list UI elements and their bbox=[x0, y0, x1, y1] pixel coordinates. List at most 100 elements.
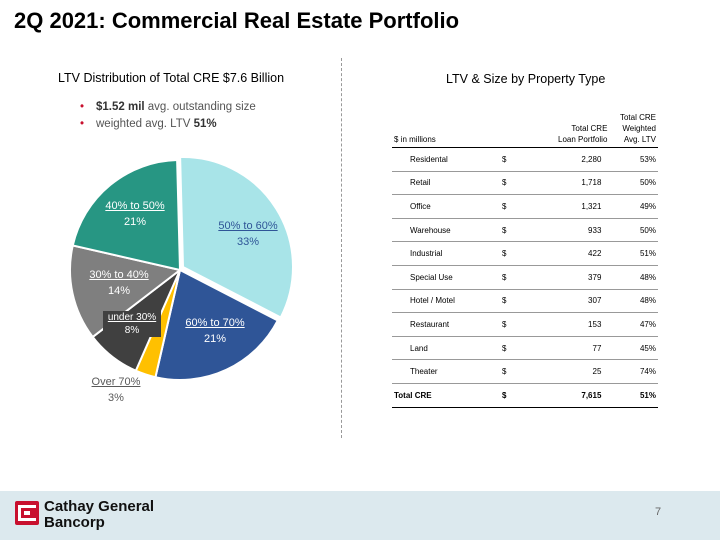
pie-label-range: Over 70% bbox=[91, 376, 141, 388]
pie-slice bbox=[71, 159, 182, 272]
pie-label-percent: 33% bbox=[236, 236, 260, 248]
row-ltv: 51% bbox=[609, 382, 658, 408]
weighted-ltv-value: 51% bbox=[193, 118, 217, 130]
row-amount: 153 bbox=[537, 312, 610, 337]
row-ltv: 47% bbox=[609, 312, 658, 337]
pie-label-under-30: under 30% 8% bbox=[103, 311, 161, 337]
section-divider bbox=[341, 58, 342, 438]
row-ltv: 48% bbox=[609, 265, 658, 290]
row-amount: 379 bbox=[537, 265, 610, 290]
pie-label-range: 30% to 40% bbox=[89, 269, 149, 281]
row-name: Total CRE bbox=[392, 382, 488, 408]
row-currency: $ bbox=[488, 171, 538, 196]
row-ltv: 48% bbox=[609, 289, 658, 314]
bullet-weighted-ltv: weighted avg. LTV 51% bbox=[80, 118, 256, 130]
logo-line: Bancorp bbox=[44, 514, 105, 531]
company-logo-text: Cathay General Bancorp bbox=[44, 499, 154, 531]
page-number: 7 bbox=[655, 506, 662, 518]
row-ltv: 53% bbox=[609, 147, 658, 172]
pie-label-60-70: 60% to 70% 21% bbox=[171, 315, 259, 347]
row-currency: $ bbox=[488, 336, 538, 361]
table-row: Retail $1,718 50% bbox=[392, 171, 658, 196]
table-row: Industrial $422 51% bbox=[392, 241, 658, 266]
row-name: Restaurant bbox=[392, 312, 488, 337]
row-name: Retail bbox=[392, 171, 488, 196]
row-currency: $ bbox=[488, 218, 538, 243]
row-name: Warehouse bbox=[392, 218, 488, 243]
header-text: Total CRE bbox=[571, 124, 608, 133]
header-loan-portfolio: Total CRE Loan Portfolio bbox=[488, 110, 610, 148]
table-row: Special Use $379 48% bbox=[392, 265, 658, 290]
pie-label-range: 50% to 60% bbox=[218, 220, 278, 232]
row-currency: $ bbox=[488, 147, 538, 172]
row-ltv: 45% bbox=[609, 336, 658, 361]
row-amount: 1,718 bbox=[537, 171, 610, 196]
pie-label-range: 60% to 70% bbox=[185, 317, 245, 329]
row-currency: $ bbox=[488, 382, 538, 408]
pie-label-percent: 21% bbox=[123, 216, 147, 228]
table-row: Theater $25 74% bbox=[392, 359, 658, 384]
row-name: Residental bbox=[392, 147, 488, 172]
row-ltv: 50% bbox=[609, 171, 658, 196]
row-amount: 1,321 bbox=[537, 194, 610, 219]
row-currency: $ bbox=[488, 312, 538, 337]
row-amount: 7,615 bbox=[537, 382, 610, 408]
row-ltv: 49% bbox=[609, 194, 658, 219]
pie-slice bbox=[69, 244, 183, 339]
header-text: Avg. LTV bbox=[623, 135, 656, 144]
property-type-heading: LTV & Size by Property Type bbox=[446, 72, 606, 86]
pie-slice bbox=[154, 268, 280, 381]
row-currency: $ bbox=[488, 265, 538, 290]
pie-label-percent: 8% bbox=[124, 325, 140, 336]
row-name: Industrial bbox=[392, 241, 488, 266]
pie-slice bbox=[179, 156, 294, 319]
pie-label-range: 40% to 50% bbox=[105, 200, 165, 212]
table-row: Hotel / Motel $307 48% bbox=[392, 289, 658, 314]
page-title: 2Q 2021: Commercial Real Estate Portfoli… bbox=[14, 8, 460, 33]
cathay-logo-icon bbox=[15, 501, 39, 525]
header-text: Weighted bbox=[622, 124, 656, 133]
row-amount: 77 bbox=[537, 336, 610, 361]
row-ltv: 74% bbox=[609, 359, 658, 384]
row-amount: 25 bbox=[537, 359, 610, 384]
row-currency: $ bbox=[488, 289, 538, 314]
footer-bar bbox=[0, 491, 720, 540]
row-currency: $ bbox=[488, 359, 538, 384]
pie-label-50-60: 50% to 60% 33% bbox=[203, 218, 293, 250]
table-header-row: $ in millions Total CRE Loan Portfolio T… bbox=[392, 110, 658, 148]
row-ltv: 50% bbox=[609, 218, 658, 243]
row-amount: 307 bbox=[537, 289, 610, 314]
row-amount: 422 bbox=[537, 241, 610, 266]
row-currency: $ bbox=[488, 194, 538, 219]
pie-label-percent: 3% bbox=[108, 392, 124, 404]
header-in-millions: $ in millions bbox=[392, 110, 488, 148]
header-text: Total CRE bbox=[619, 113, 656, 122]
row-amount: 2,280 bbox=[537, 147, 610, 172]
pie-label-range: under 30% bbox=[107, 312, 157, 323]
pie-label-percent: 14% bbox=[107, 285, 131, 297]
table-row: Restaurant $153 47% bbox=[392, 312, 658, 337]
pie-label-40-50: 40% to 50% 21% bbox=[95, 198, 175, 230]
row-ltv: 51% bbox=[609, 241, 658, 266]
header-weighted-ltv: Total CRE Weighted Avg. LTV bbox=[609, 110, 658, 148]
table-total-row: Total CRE $ 7,615 51% bbox=[392, 382, 658, 408]
table-row: Residental $2,280 53% bbox=[392, 147, 658, 172]
pie-label-percent: 21% bbox=[203, 333, 227, 345]
weighted-ltv-label: weighted avg. LTV bbox=[96, 118, 194, 130]
row-name: Special Use bbox=[392, 265, 488, 290]
summary-bullets: $1.52 mil avg. outstanding size weighted… bbox=[80, 101, 256, 135]
avg-size-label: avg. outstanding size bbox=[144, 101, 256, 113]
bullet-avg-size: $1.52 mil avg. outstanding size bbox=[80, 101, 256, 113]
row-currency: $ bbox=[488, 241, 538, 266]
ltv-distribution-heading: LTV Distribution of Total CRE $7.6 Billi… bbox=[58, 71, 285, 85]
property-type-table: $ in millions Total CRE Loan Portfolio T… bbox=[392, 110, 658, 408]
avg-size-value: $1.52 mil bbox=[96, 101, 145, 113]
pie-label-over-70: Over 70% 3% bbox=[76, 374, 156, 406]
row-name: Land bbox=[392, 336, 488, 361]
header-text: Loan Portfolio bbox=[558, 135, 608, 144]
pie-label-30-40: 30% to 40% 14% bbox=[78, 267, 160, 299]
table-row: Office $1,321 49% bbox=[392, 194, 658, 219]
table-row: Warehouse $933 50% bbox=[392, 218, 658, 243]
row-name: Theater bbox=[392, 359, 488, 384]
row-amount: 933 bbox=[537, 218, 610, 243]
